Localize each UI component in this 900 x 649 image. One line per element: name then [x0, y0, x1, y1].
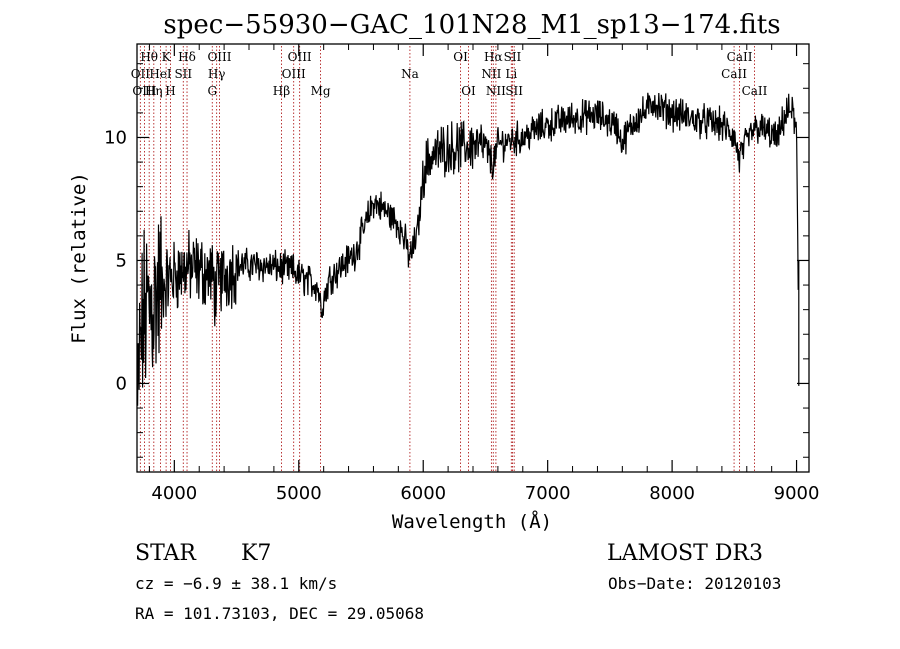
redshift-value: cz = −6.9 ± 38.1 km/s — [135, 574, 337, 593]
spectral-line-label: CaII — [742, 84, 768, 98]
observation-date: Obs−Date: 20120103 — [608, 574, 781, 593]
spectral-line-label: OIII — [288, 50, 312, 64]
y-tick-label: 10 — [104, 127, 127, 148]
spectral-line-markers — [139, 46, 755, 472]
x-tick-label: 6000 — [400, 483, 446, 504]
object-class: STAR — [135, 541, 197, 566]
spectral-line-label: NII — [486, 84, 506, 98]
y-axis-label: Flux (relative) — [68, 172, 90, 344]
spectral-line-label: G — [207, 84, 217, 98]
spectral-line-label: Li — [505, 67, 517, 81]
x-tick-label: 4000 — [151, 483, 197, 504]
spectral-line-label: OIII — [282, 67, 306, 81]
x-tick-label: 5000 — [276, 483, 322, 504]
spectral-line-label: Hγ — [208, 67, 226, 81]
object-subclass: K7 — [241, 541, 271, 566]
spectral-line-label: Hδ — [178, 50, 196, 64]
spectral-line-label: NII — [481, 67, 501, 81]
spectral-line-label: OI — [453, 50, 468, 64]
spectral-line-label: K — [162, 50, 172, 64]
spectral-line-label: Na — [401, 67, 419, 81]
survey-name: LAMOST DR3 — [607, 541, 763, 566]
spectral-line-labels: Hθ OII OIII K HeI Hη H SII Hδ OIII Hγ G OIII OIII Hβ Mg… — [131, 50, 768, 98]
spectral-line-label: H — [165, 84, 175, 98]
coordinates: RA = 101.73103, DEC = 29.05068 — [135, 604, 424, 623]
x-tick-label: 8000 — [649, 483, 695, 504]
spectral-line-label: OIII — [132, 84, 156, 98]
x-tick-label: 7000 — [525, 483, 571, 504]
y-tick-label: 5 — [116, 250, 127, 271]
y-tick-label: 0 — [116, 373, 127, 394]
spectral-line-label: SII — [505, 84, 523, 98]
spectral-line-label: HeI — [149, 67, 172, 81]
x-axis-label: Wavelength (Å) — [392, 510, 552, 533]
spectral-line-label: Hθ — [140, 50, 158, 64]
spectral-line-label: SII — [174, 67, 192, 81]
spectral-line-label: Hη — [145, 84, 163, 98]
spectral-line-label: CaII — [721, 67, 747, 81]
plot-area — [137, 92, 800, 406]
spectral-line-label: Mg — [311, 84, 331, 98]
spectral-line-label: OII — [131, 67, 151, 81]
chart-title: spec−55930−GAC_101N28_M1_sp13−174.fits — [163, 10, 780, 40]
spectral-line-label: SII — [504, 50, 522, 64]
y-axis-ticks: 0 5 10 — [104, 63, 809, 458]
spectral-line-label: Hα — [484, 50, 503, 64]
flux-series-line — [137, 92, 800, 406]
spectral-line-label: OIII — [207, 50, 231, 64]
x-tick-label: 9000 — [774, 483, 820, 504]
spectral-line-label: CaII — [727, 50, 753, 64]
x-axis-ticks: 4000 5000 6000 7000 8000 9000 — [148, 44, 820, 504]
spectral-line-label: Hβ — [273, 84, 290, 98]
spectral-line-label: OI — [461, 84, 476, 98]
